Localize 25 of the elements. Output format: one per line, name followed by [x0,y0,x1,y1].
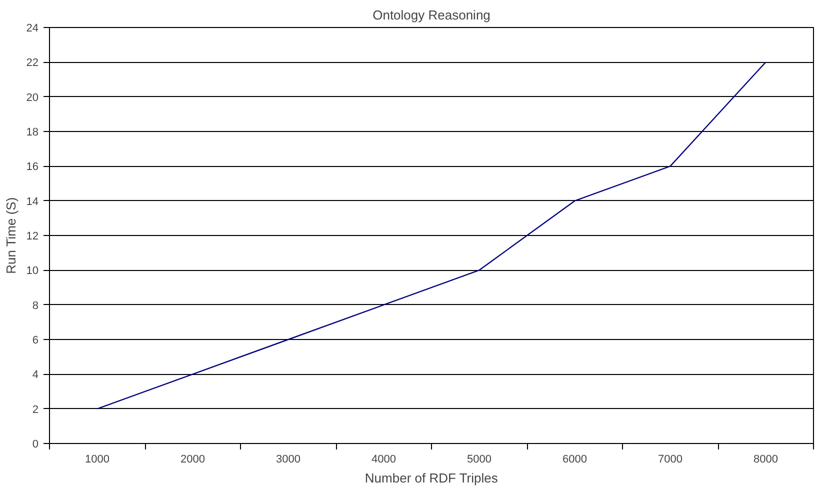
x-tick-label: 5000 [467,454,492,466]
x-tick-label: 7000 [658,454,682,466]
x-tick-label: 6000 [562,454,587,466]
y-tick-label: 14 [26,196,39,208]
x-tick-label: 4000 [372,454,396,466]
y-tick-label: 10 [26,265,39,278]
x-axis-title: Number of RDF Triples [364,470,498,486]
line-series [96,62,766,410]
x-tick-label: 1000 [85,454,110,466]
y-axis-title: Run Time (S) [3,197,18,274]
y-tick-label: 0 [32,438,39,450]
y-tick-label: 22 [26,57,39,70]
y-tick-label: 8 [32,300,39,312]
x-tick-label: 2000 [180,454,205,466]
y-tick-label: 2 [32,404,39,416]
y-tick-label: 24 [26,22,39,34]
y-tick-label: 16 [26,161,39,174]
x-tick-label: 8000 [754,454,778,466]
x-tick-label: 3000 [276,454,300,466]
y-tick-label: 4 [32,369,39,382]
y-tick-label: 20 [26,92,39,104]
y-tick-label: 12 [26,230,39,242]
y-tick-label: 6 [32,334,39,346]
y-tick-label: 18 [26,126,39,138]
chart-title: Ontology Reasoning [372,8,490,22]
